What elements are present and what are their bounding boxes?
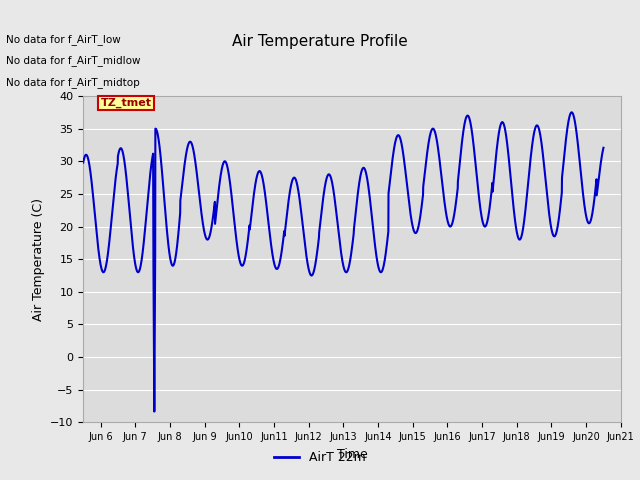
Text: TZ_tmet: TZ_tmet — [100, 98, 152, 108]
Text: No data for f_AirT_low: No data for f_AirT_low — [6, 34, 121, 45]
Legend: AirT 22m: AirT 22m — [269, 446, 371, 469]
Text: No data for f_AirT_midlow: No data for f_AirT_midlow — [6, 55, 141, 66]
Y-axis label: Air Temperature (C): Air Temperature (C) — [31, 198, 45, 321]
Text: Air Temperature Profile: Air Temperature Profile — [232, 34, 408, 48]
Text: No data for f_AirT_midtop: No data for f_AirT_midtop — [6, 77, 140, 88]
X-axis label: Time: Time — [337, 448, 367, 461]
